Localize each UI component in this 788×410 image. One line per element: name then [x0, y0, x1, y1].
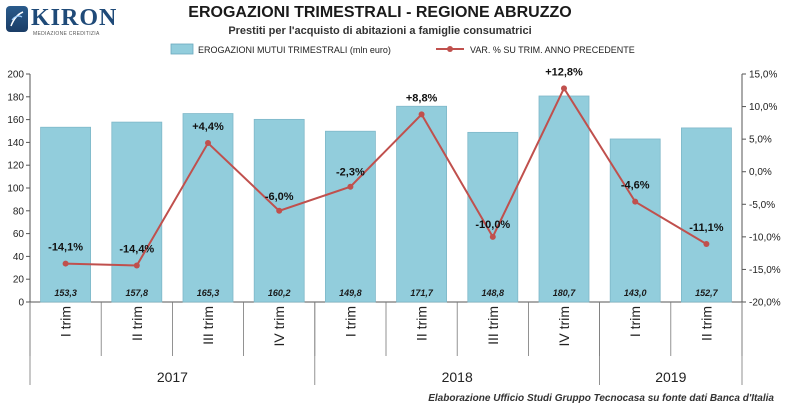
legend-line-marker	[447, 46, 453, 52]
variation-label: -4,6%	[621, 180, 650, 192]
y-right-tick-label: -20,0%	[749, 298, 781, 309]
bar-value-label: 152,7	[695, 288, 719, 298]
bar-value-label: 143,0	[624, 288, 647, 298]
variation-point	[276, 207, 283, 214]
source-note: Elaborazione Ufficio Studi Gruppo Tecnoc…	[428, 393, 774, 404]
y-right-tick-label: -10,0%	[749, 232, 781, 243]
legend-bar-label: EROGAZIONI MUTUI TRIMESTRALI (mln euro)	[198, 45, 391, 55]
x-category-label: I trim	[627, 306, 643, 337]
bar	[324, 130, 376, 303]
x-category-label: I trim	[58, 306, 74, 337]
y-left-tick-label: 120	[7, 161, 24, 172]
variation-label: -11,1%	[689, 222, 723, 234]
variation-point	[205, 140, 211, 147]
y-right-tick-label: 5,0%	[749, 135, 772, 146]
variation-point	[489, 233, 496, 240]
year-label: 2019	[655, 369, 686, 385]
variation-point	[632, 198, 639, 205]
bar-value-label: 153,3	[54, 288, 77, 298]
bar	[111, 121, 163, 303]
y-left-tick-label: 140	[7, 138, 24, 149]
variation-label: -10,0%	[475, 219, 510, 231]
variation-label: +4,4%	[192, 121, 224, 133]
y-right-tick-label: -5,0%	[749, 200, 775, 211]
logo-icon	[6, 6, 28, 32]
x-category-label: II trim	[414, 306, 430, 341]
y-right-tick-label: 15,0%	[749, 70, 777, 81]
variation-label: -6,0%	[265, 191, 294, 203]
x-category-label: II trim	[129, 306, 145, 341]
x-category-label: IV trim	[271, 306, 287, 346]
bar	[467, 131, 519, 303]
variation-label: -2,3%	[336, 167, 365, 179]
y-left-tick-label: 200	[7, 70, 24, 81]
variation-label: +12,8%	[545, 66, 583, 78]
x-category-label: III trim	[200, 306, 216, 345]
x-category-label: III trim	[485, 306, 501, 345]
bar	[681, 127, 732, 303]
y-left-tick-label: 0	[18, 298, 24, 309]
y-left-tick-label: 100	[7, 184, 24, 195]
variation-point	[62, 260, 69, 267]
legend-bar-swatch	[170, 43, 194, 55]
y-right-tick-label: 0,0%	[749, 167, 772, 178]
x-category-label: I trim	[342, 306, 358, 337]
variation-label: -14,1%	[48, 242, 83, 254]
year-label: 2017	[157, 369, 188, 385]
variation-label: +8,8%	[406, 92, 438, 104]
variation-point	[133, 262, 140, 269]
bar	[609, 138, 661, 303]
bar-value-label: 148,8	[482, 288, 505, 298]
bar-value-label: 160,2	[268, 288, 291, 298]
y-left-tick-label: 40	[13, 252, 25, 263]
legend-line-label: VAR. % SU TRIM. ANNO PRECEDENTE	[470, 45, 635, 55]
variation-point	[703, 241, 710, 248]
bar-value-label: 149,8	[339, 288, 362, 298]
y-left-tick-label: 160	[7, 115, 24, 126]
bar	[40, 126, 91, 303]
chart-subtitle: Prestiti per l'acquisto di abitazioni a …	[228, 25, 532, 37]
bar-value-label: 157,8	[126, 288, 149, 298]
x-category-label: IV trim	[556, 306, 572, 346]
variation-point	[347, 183, 354, 190]
y-left-tick-label: 180	[7, 92, 24, 103]
chart-title: EROGAZIONI TRIMESTRALI - REGIONE ABRUZZO	[188, 4, 572, 21]
logo-name: KIRON	[31, 5, 118, 31]
logo: KIRON MEDIAZIONE CREDITIZIA	[6, 5, 118, 40]
y-right-tick-label: -15,0%	[749, 265, 781, 276]
y-left-tick-label: 80	[13, 206, 25, 217]
variation-line	[65, 86, 707, 267]
variation-point	[418, 111, 425, 118]
year-label: 2018	[442, 369, 473, 385]
logo-tagline: MEDIAZIONE CREDITIZIA	[33, 31, 100, 37]
y-left-tick-label: 20	[13, 275, 25, 286]
bar	[396, 105, 448, 303]
variation-label: -14,4%	[119, 244, 154, 256]
x-category-label: II trim	[698, 306, 714, 341]
bar-value-label: 180,7	[553, 288, 577, 298]
bar	[538, 95, 590, 303]
bar-value-label: 165,3	[197, 288, 220, 298]
y-left-tick-label: 60	[13, 229, 25, 240]
y-right-tick-label: 10,0%	[749, 102, 777, 113]
bar-value-label: 171,7	[410, 288, 434, 298]
variation-point	[561, 85, 567, 92]
